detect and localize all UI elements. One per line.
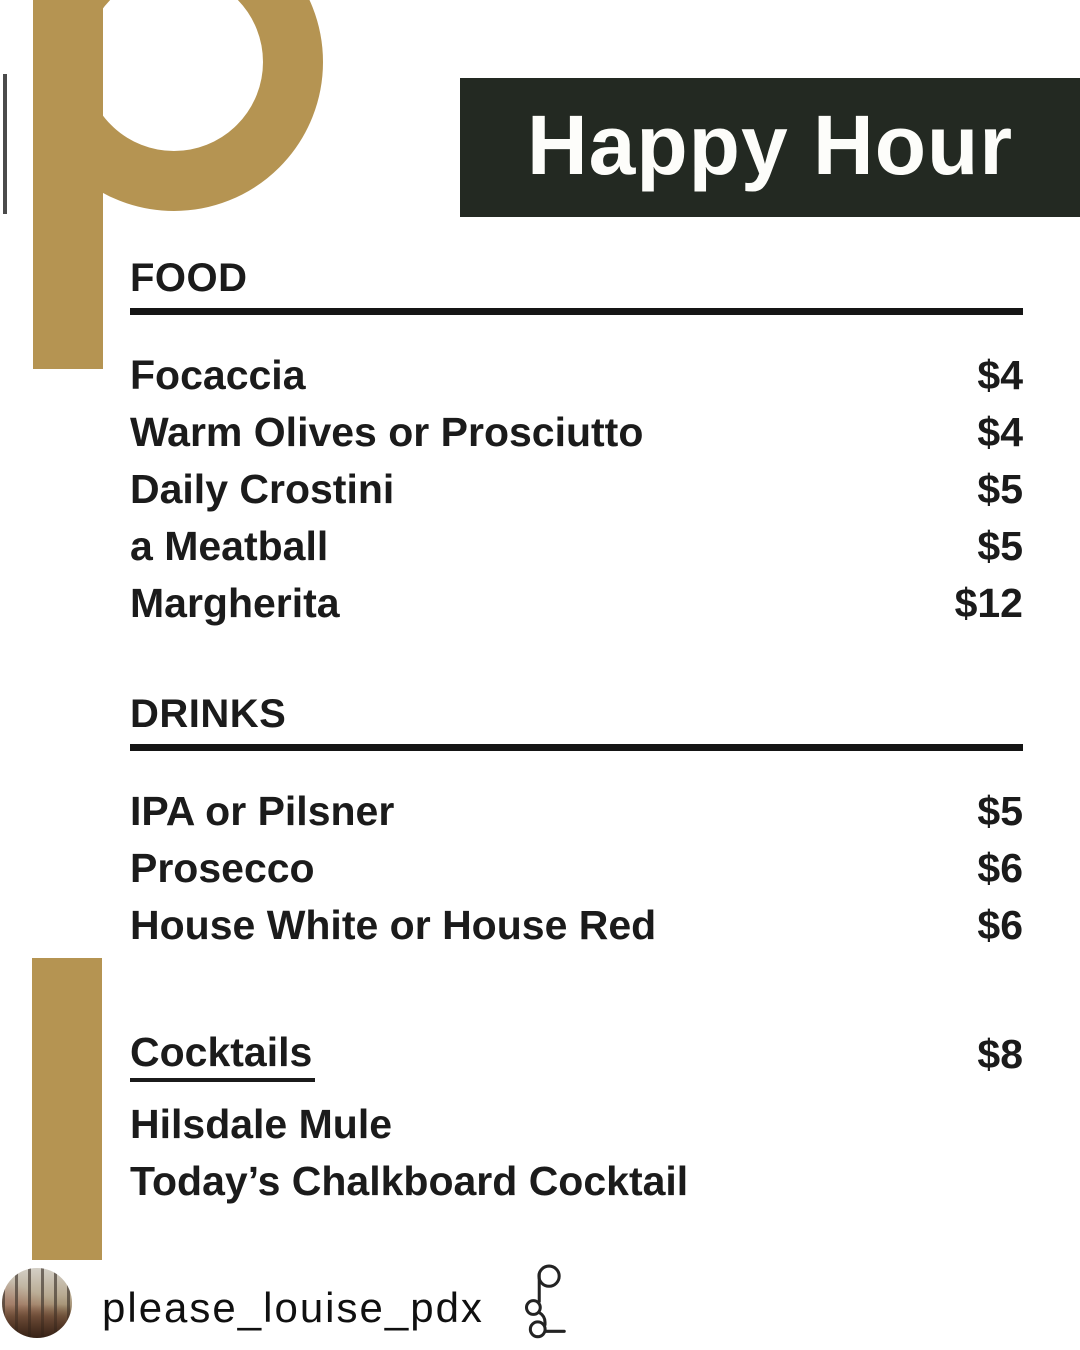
item-price: $5 <box>977 523 1023 569</box>
item-name: Margherita <box>130 580 340 626</box>
section-food: FOOD Focaccia $4 Warm Olives or Prosciut… <box>130 254 1023 632</box>
item-name: Prosecco <box>130 845 315 891</box>
item-price: $12 <box>954 580 1023 626</box>
item-name: House White or House Red <box>130 902 657 948</box>
username-handle: please_louise_pdx <box>102 1284 484 1331</box>
item-name: IPA or Pilsner <box>130 788 395 834</box>
avatar <box>2 1268 72 1338</box>
menu-item: Daily Crostini $5 <box>130 461 1023 518</box>
menu-item: Warm Olives or Prosciutto $4 <box>130 404 1023 461</box>
item-name: Daily Crostini <box>130 466 395 512</box>
food-items: Focaccia $4 Warm Olives or Prosciutto $4… <box>130 347 1023 632</box>
item-price: $5 <box>977 788 1023 834</box>
menu-item: Prosecco $6 <box>130 840 1023 897</box>
menu-item: House White or House Red $6 <box>130 897 1023 954</box>
left-edge-sliver <box>3 74 7 214</box>
item-name: Hilsdale Mule <box>130 1101 393 1147</box>
item-price: $4 <box>977 352 1023 398</box>
item-price: $5 <box>977 466 1023 512</box>
menu-item: IPA or Pilsner $5 <box>130 783 1023 840</box>
menu-item: Today’s Chalkboard Cocktail <box>130 1153 1023 1210</box>
item-price: $4 <box>977 409 1023 455</box>
item-name: Warm Olives or Prosciutto <box>130 409 644 455</box>
cocktails-price: $8 <box>977 1031 1023 1077</box>
menu-item: Margherita $12 <box>130 575 1023 632</box>
item-name: a Meatball <box>130 523 329 569</box>
item-price: $6 <box>977 902 1023 948</box>
food-rule <box>130 308 1023 315</box>
brand-letter-p <box>33 0 323 369</box>
happy-hour-banner: Happy Hour <box>460 78 1080 217</box>
please-louise-monogram-icon <box>524 1264 566 1339</box>
drinks-heading: DRINKS <box>130 692 287 736</box>
item-name: Focaccia <box>130 352 306 398</box>
menu-item: Focaccia $4 <box>130 347 1023 404</box>
menu-item: Hilsdale Mule <box>130 1096 1023 1153</box>
food-heading: FOOD <box>130 256 248 300</box>
section-cocktails: Cocktails $8 Hilsdale Mule Today’s Chalk… <box>130 1030 1023 1210</box>
section-drinks: DRINKS IPA or Pilsner $5 Prosecco $6 Hou… <box>130 690 1023 954</box>
drinks-rule <box>130 744 1023 751</box>
drinks-items: IPA or Pilsner $5 Prosecco $6 House Whit… <box>130 783 1023 954</box>
cocktails-heading: Cocktails <box>130 1030 316 1082</box>
menu-item: a Meatball $5 <box>130 518 1023 575</box>
item-price: $6 <box>977 845 1023 891</box>
item-name: Today’s Chalkboard Cocktail <box>130 1158 689 1204</box>
cocktails-items: Hilsdale Mule Today’s Chalkboard Cocktai… <box>130 1096 1023 1210</box>
gold-accent-bar <box>32 958 102 1260</box>
cocktails-heading-row: Cocktails $8 <box>130 1030 1023 1082</box>
page-title: Happy Hour <box>526 97 1014 192</box>
